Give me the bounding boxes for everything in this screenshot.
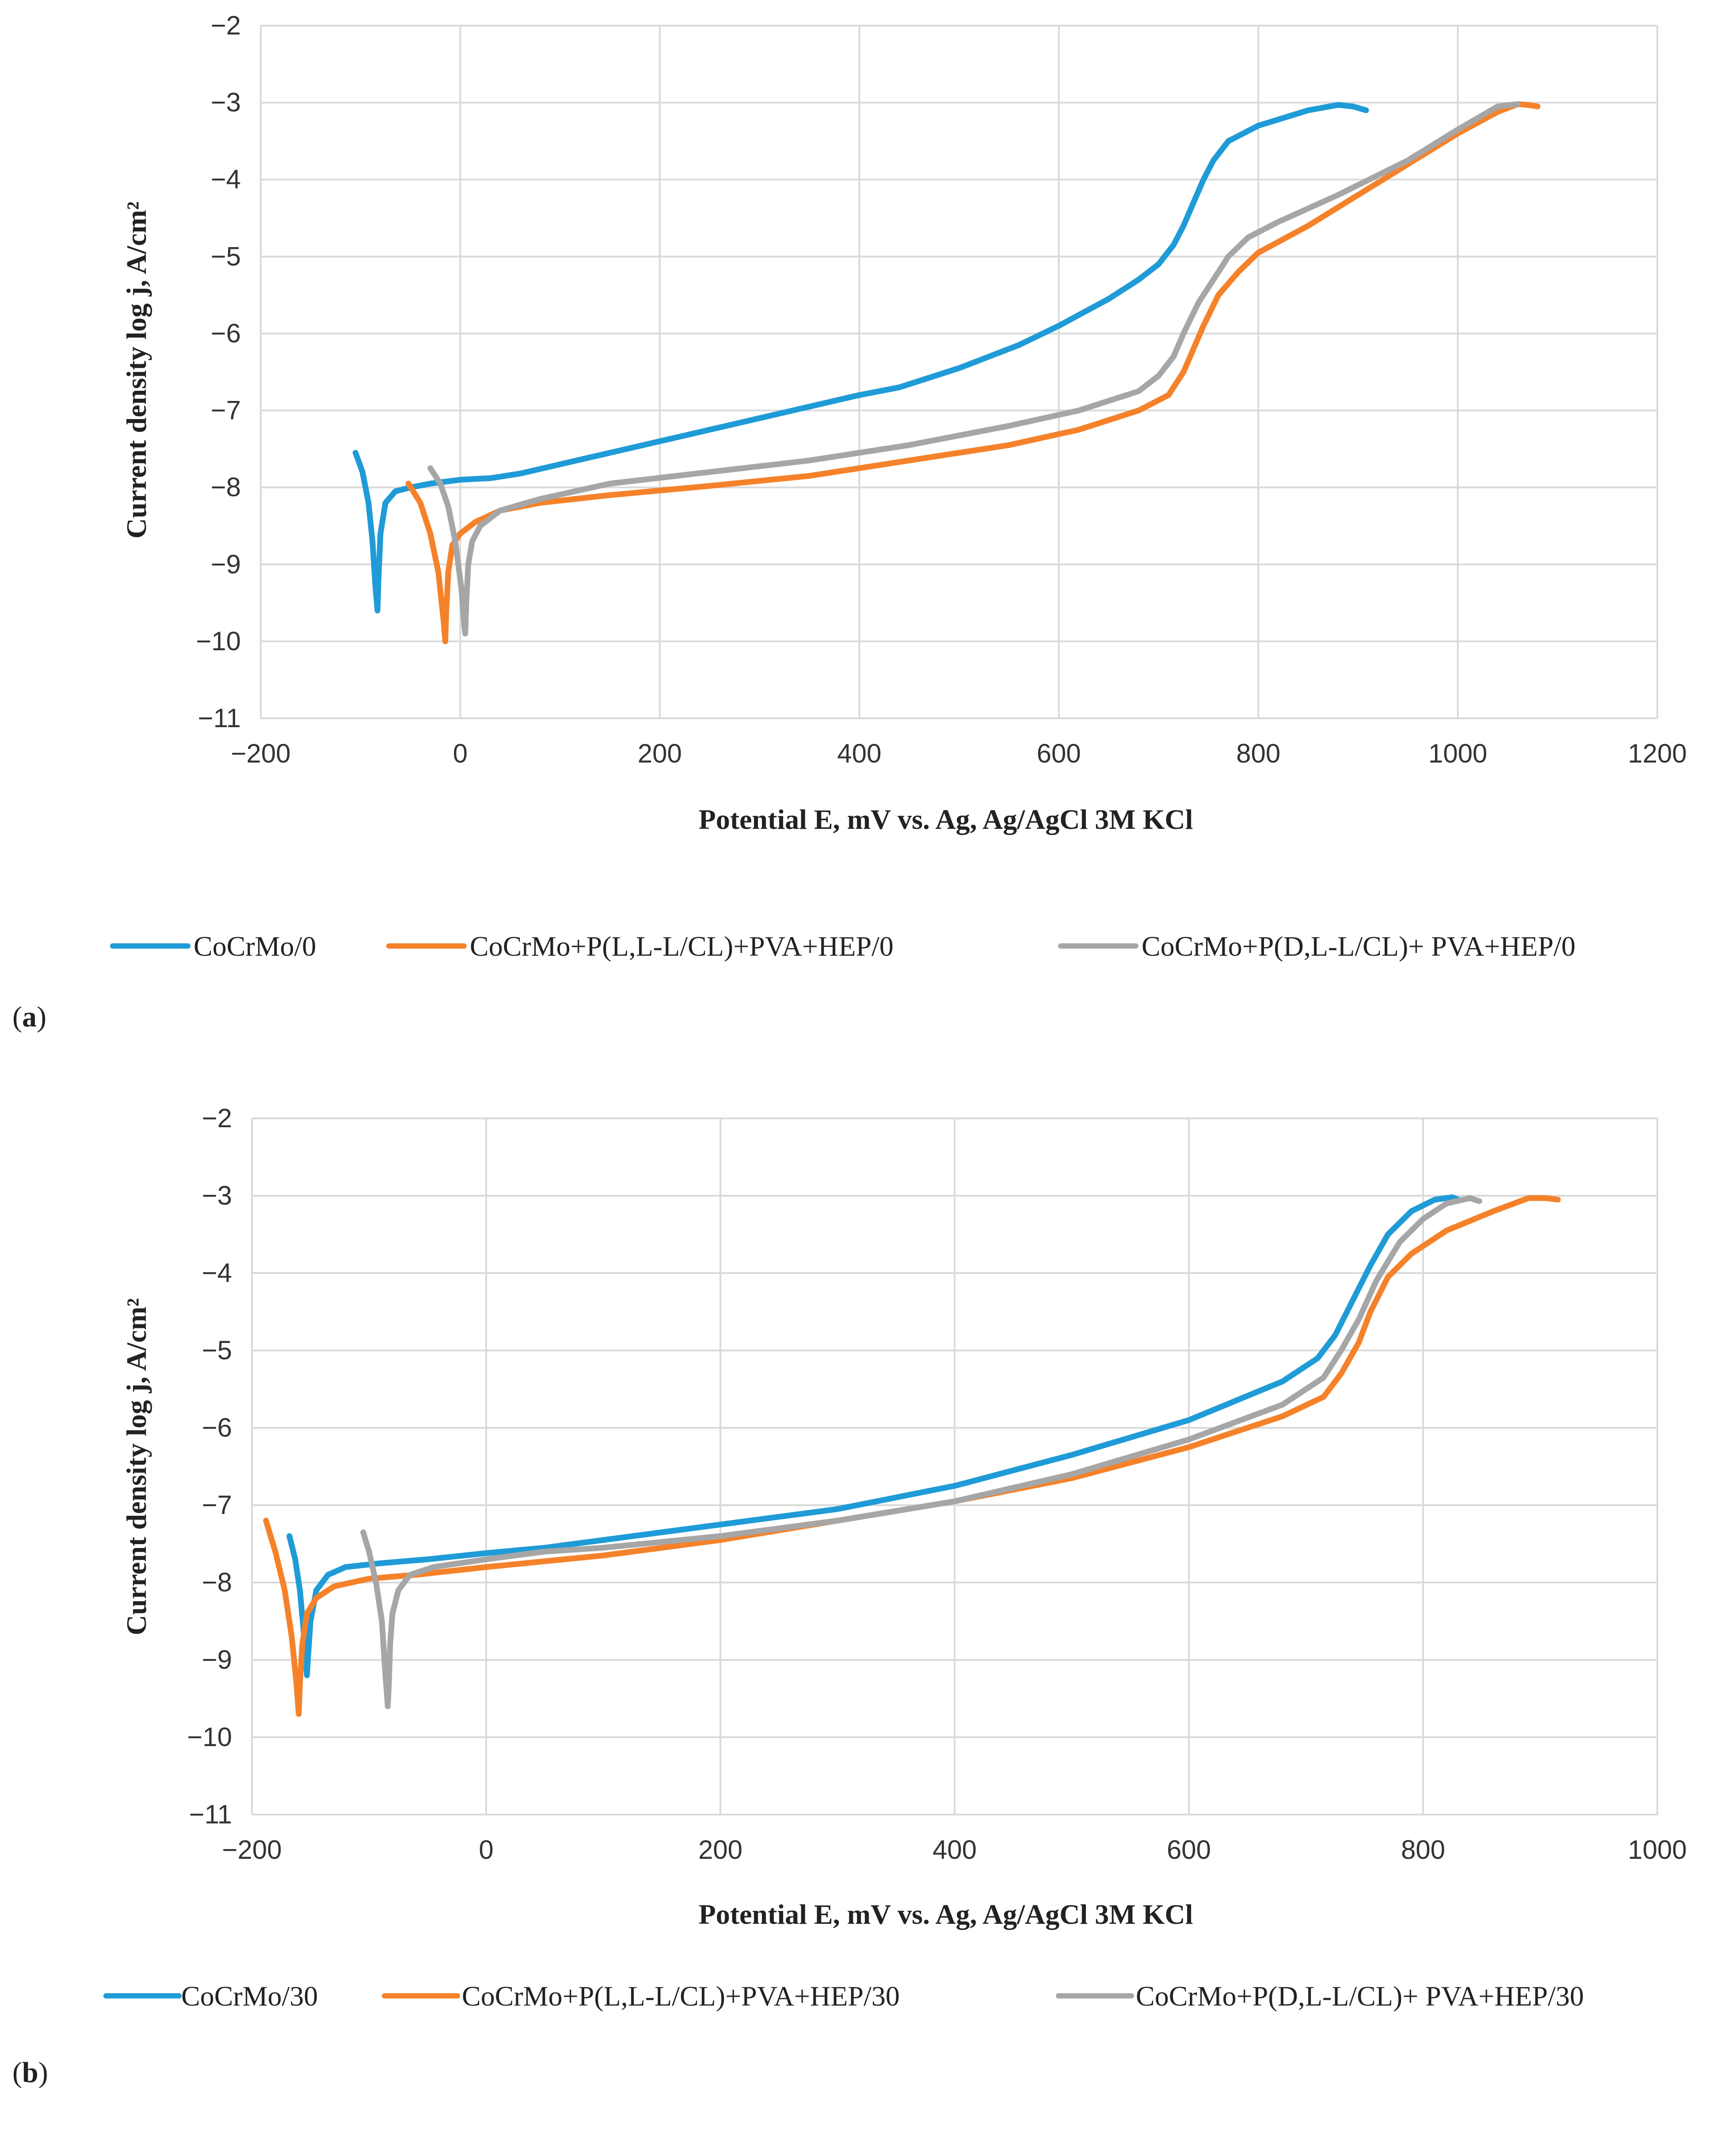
y-tick-label-a-1: −10 bbox=[196, 626, 241, 656]
y-tick-label-b-3: −8 bbox=[202, 1567, 232, 1597]
y-tick-label-b-7: −4 bbox=[202, 1258, 232, 1288]
x-tick-label-a-4: 600 bbox=[1037, 739, 1081, 768]
y-tick-label-b-8: −3 bbox=[202, 1181, 232, 1210]
x-tick-label-b-2: 200 bbox=[698, 1835, 742, 1865]
y-axis-title-b: Current density log j, A/cm² bbox=[121, 1298, 152, 1636]
legend-label-a-2: CoCrMo+P(D,L-L/CL)+ PVA+HEP/0 bbox=[1142, 931, 1576, 962]
x-tick-label-b-5: 800 bbox=[1401, 1835, 1445, 1865]
y-tick-label-a-0: −11 bbox=[198, 703, 241, 733]
panel-label-b-letter: b bbox=[22, 2056, 38, 2089]
y-tick-label-b-9: −2 bbox=[202, 1103, 232, 1133]
series-line-b-2 bbox=[360, 1195, 1482, 1709]
legend-label-b-2: CoCrMo+P(D,L-L/CL)+ PVA+HEP/30 bbox=[1136, 1980, 1584, 2012]
y-tick-label-a-9: −2 bbox=[211, 11, 241, 40]
legend-label-a-0: CoCrMo/0 bbox=[194, 931, 316, 962]
x-tick-label-b-3: 400 bbox=[933, 1835, 977, 1865]
x-tick-label-b-0: −200 bbox=[222, 1835, 282, 1865]
panel-label-b: (b) bbox=[12, 2056, 48, 2089]
y-tick-label-a-7: −4 bbox=[211, 164, 241, 194]
legend-label-a-1: CoCrMo+P(L,L-L/CL)+PVA+HEP/0 bbox=[470, 931, 894, 962]
y-tick-label-b-6: −5 bbox=[202, 1335, 232, 1365]
legend-b: CoCrMo/30 CoCrMo+P(L,L-L/CL)+PVA+HEP/30 … bbox=[103, 1980, 1584, 2012]
y-axis-title-a: Current density log j, A/cm² bbox=[121, 202, 152, 539]
panel-label-a: (a) bbox=[12, 1001, 46, 1033]
y-tick-label-b-1: −10 bbox=[187, 1722, 232, 1752]
y-tick-label-b-4: −7 bbox=[202, 1490, 232, 1520]
y-tick-label-a-5: −6 bbox=[211, 318, 241, 348]
series-line-a-1 bbox=[405, 101, 1541, 645]
series-group-b bbox=[263, 1194, 1561, 1717]
legend-a: CoCrMo/0 CoCrMo+P(L,L-L/CL)+PVA+HEP/0 Co… bbox=[110, 931, 1576, 962]
y-tick-label-a-6: −5 bbox=[211, 241, 241, 271]
chart-a: −11 −10 −9 −8 −7 −6 −5 −4 −3 −2 −200 0 200 400 600 800… bbox=[12, 11, 1687, 1033]
x-tick-label-a-0: −200 bbox=[231, 739, 290, 768]
x-axis-title-a: Potential E, mV vs. Ag, Ag/AgCl 3M KCl bbox=[699, 804, 1193, 835]
y-tick-labels-a: −11 −10 −9 −8 −7 −6 −5 −4 −3 −2 bbox=[196, 11, 241, 733]
series-line-a-0 bbox=[352, 102, 1369, 614]
chart-b: −11 −10 −9 −8 −7 −6 −5 −4 −3 −2 −200 0 200 400 600 800… bbox=[12, 1103, 1687, 2089]
y-tick-label-b-2: −9 bbox=[202, 1645, 232, 1674]
y-tick-label-a-3: −8 bbox=[211, 473, 241, 502]
series-group-a bbox=[352, 101, 1541, 645]
x-tick-label-b-4: 600 bbox=[1167, 1835, 1211, 1865]
grid-b bbox=[251, 1117, 1658, 1815]
x-tick-label-a-5: 800 bbox=[1236, 739, 1280, 768]
y-tick-label-a-2: −9 bbox=[211, 549, 241, 579]
x-tick-label-a-2: 200 bbox=[638, 739, 682, 768]
y-tick-label-a-8: −3 bbox=[211, 88, 241, 117]
x-tick-label-a-1: 0 bbox=[453, 739, 468, 768]
x-tick-label-b-1: 0 bbox=[479, 1835, 493, 1865]
legend-label-b-1: CoCrMo+P(L,L-L/CL)+PVA+HEP/30 bbox=[462, 1980, 900, 2012]
x-tick-labels-a: −200 0 200 400 600 800 1000 1200 bbox=[231, 739, 1687, 768]
x-tick-labels-b: −200 0 200 400 600 800 1000 bbox=[222, 1835, 1687, 1865]
panel-label-a-letter: a bbox=[22, 1001, 37, 1033]
y-tick-label-b-0: −11 bbox=[189, 1800, 232, 1829]
y-tick-label-b-5: −6 bbox=[202, 1413, 232, 1442]
x-tick-label-a-6: 1000 bbox=[1428, 739, 1487, 768]
series-line-a-2 bbox=[427, 101, 1521, 637]
x-tick-label-b-6: 1000 bbox=[1628, 1835, 1687, 1865]
x-axis-title-b: Potential E, mV vs. Ag, Ag/AgCl 3M KCl bbox=[699, 1899, 1193, 1930]
grid-a bbox=[260, 25, 1658, 719]
x-tick-label-a-7: 1200 bbox=[1628, 739, 1687, 768]
series-line-b-0 bbox=[286, 1194, 1461, 1678]
y-tick-labels-b: −11 −10 −9 −8 −7 −6 −5 −4 −3 −2 bbox=[187, 1103, 232, 1829]
legend-label-b-0: CoCrMo/30 bbox=[181, 1980, 318, 2012]
y-tick-label-a-4: −7 bbox=[211, 396, 241, 425]
x-tick-label-a-3: 400 bbox=[837, 739, 881, 768]
